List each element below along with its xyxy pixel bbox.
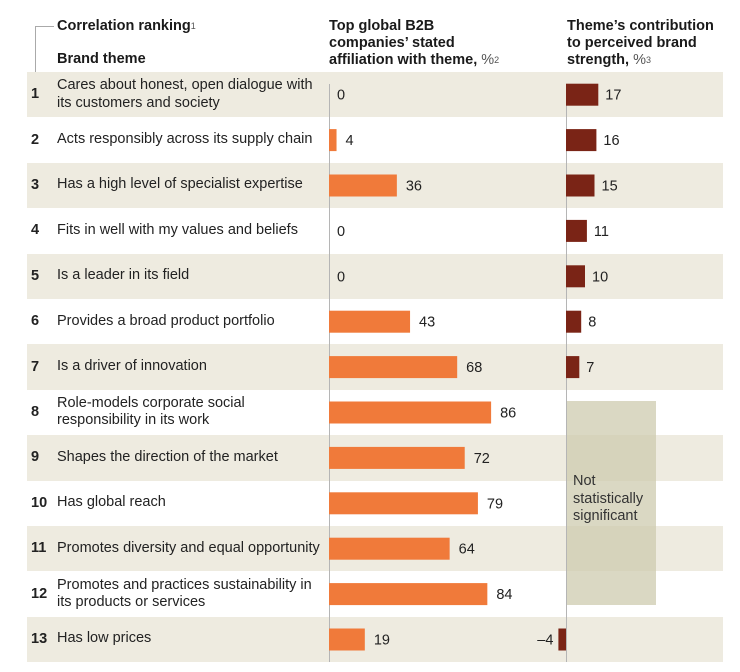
affiliation-header-text: Top global B2B companies’ stated affilia…	[329, 18, 478, 68]
affiliation-value-label: 19	[374, 633, 390, 649]
footnote-1: 1	[190, 21, 196, 31]
affiliation-bar	[329, 401, 492, 424]
affiliation-bar	[329, 492, 478, 515]
brand-theme-label: Is a driver of innovation	[57, 358, 207, 375]
brand-theme-label: Cares about honest, open dialogue with i…	[57, 77, 313, 111]
contribution-bar	[566, 83, 599, 106]
brand-theme-label: Has low prices	[57, 630, 152, 647]
brand-theme-label: Provides a broad product portfolio	[57, 312, 275, 329]
affiliation-bar	[329, 628, 365, 651]
table-row: 4 Fits in well with my values and beliefs	[27, 208, 723, 253]
rank-number: 7	[31, 358, 40, 375]
affiliation-value-label: 64	[459, 542, 475, 558]
header-bracket	[35, 26, 54, 77]
affiliation-value-label: 68	[466, 360, 482, 376]
contribution-bar	[566, 219, 587, 242]
affiliation-bar	[329, 310, 411, 333]
contribution-bar	[566, 356, 580, 379]
contribution-value-label: –4	[537, 633, 553, 649]
affiliation-value-label: 72	[474, 451, 490, 467]
contribution-bar	[566, 174, 595, 197]
brand-theme-label: Has a high level of specialist expertise	[57, 176, 303, 193]
table-row: 13 Has low prices	[27, 616, 723, 663]
rank-number: 10	[31, 494, 48, 511]
affiliation-header: Top global B2B companies’ stated affilia…	[329, 18, 509, 69]
affiliation-value-label: 43	[419, 315, 435, 331]
rank-number: 1	[31, 86, 40, 103]
contribution-value-label: 17	[605, 88, 621, 104]
affiliation-value-label: 79	[487, 496, 503, 512]
brand-theme-label: Promotes diversity and equal opportunity	[57, 539, 320, 556]
table-row: 2 Acts responsibly across its supply chai…	[27, 117, 723, 162]
theme-header: Brand theme	[57, 51, 146, 67]
table-row: 1 Cares about honest, open dialogue with …	[27, 72, 723, 118]
table-row: 7 Is a driver of innovation	[27, 344, 723, 390]
contribution-value-label: 16	[603, 133, 619, 149]
brand-theme-label: Acts responsibly across its supply chain	[57, 131, 313, 148]
brand-theme-label: Has global reach	[57, 494, 166, 511]
brand-theme-label: Role-models corporate social responsibil…	[57, 394, 245, 429]
table-row: 10 Has global reach	[27, 481, 723, 526]
contribution-bar	[566, 129, 597, 152]
rank-number: 11	[31, 540, 47, 557]
affiliation-unit: %	[481, 52, 495, 68]
table-row: 12 Promotes and practices sustainability …	[27, 571, 723, 616]
contribution-header: Theme’s contribution to perceived brand …	[567, 18, 727, 69]
affiliation-value-label: 0	[337, 224, 345, 240]
contribution-bar	[558, 628, 566, 651]
footnote-2: 2	[494, 55, 500, 65]
affiliation-value-label: 0	[337, 269, 345, 285]
rank-number: 2	[31, 131, 40, 148]
affiliation-bar	[329, 446, 465, 469]
ranking-header: Correlation ranking1	[57, 18, 196, 35]
rank-number: 4	[31, 222, 40, 239]
contribution-header-text: Theme’s contribution to perceived brand …	[567, 18, 714, 68]
affiliation-bar	[329, 583, 488, 606]
rank-number: 8	[31, 403, 40, 420]
affiliation-bar	[329, 537, 450, 560]
rank-number: 5	[31, 267, 40, 284]
ranking-header-text: Correlation ranking	[57, 18, 191, 34]
affiliation-value-label: 4	[346, 133, 354, 149]
not-significant-box	[567, 401, 656, 605]
rank-number: 9	[31, 449, 40, 466]
brand-theme-label: Is a leader in its field	[57, 267, 190, 284]
contribution-value-label: 10	[592, 269, 608, 285]
not-significant-label: Not statistically significant	[573, 473, 644, 524]
contribution-bar	[566, 310, 582, 333]
brand-theme-label: Shapes the direction of the market	[57, 448, 278, 465]
contribution-unit: %	[633, 52, 646, 68]
affiliation-value-label: 36	[406, 179, 422, 195]
affiliation-bar	[329, 129, 337, 152]
rank-number: 13	[31, 630, 48, 647]
contribution-value-label: 15	[602, 179, 618, 195]
affiliation-bar	[329, 356, 458, 379]
table-row: 8 Role-models corporate social responsibi…	[27, 390, 723, 435]
affiliation-value-label: 86	[500, 406, 516, 422]
table-row: 6 Provides a broad product portfolio	[27, 299, 723, 344]
contribution-value-label: 7	[586, 360, 594, 376]
contribution-bar	[566, 265, 585, 288]
affiliation-bar	[329, 174, 397, 197]
footnote-3: 3	[645, 55, 651, 65]
contribution-value-label: 11	[594, 224, 609, 240]
brand-theme-label: Promotes and practices sustainability in…	[57, 576, 312, 611]
rank-number: 12	[31, 585, 48, 602]
affiliation-value-label: 0	[337, 88, 345, 104]
affiliation-value-label: 84	[496, 587, 512, 603]
brand-theme-label: Fits in well with my values and beliefs	[57, 221, 298, 238]
rank-number: 6	[31, 313, 40, 330]
rank-number: 3	[31, 176, 40, 193]
table-row: 5 Is a leader in its field	[27, 253, 723, 299]
contribution-value-label: 8	[588, 315, 596, 331]
